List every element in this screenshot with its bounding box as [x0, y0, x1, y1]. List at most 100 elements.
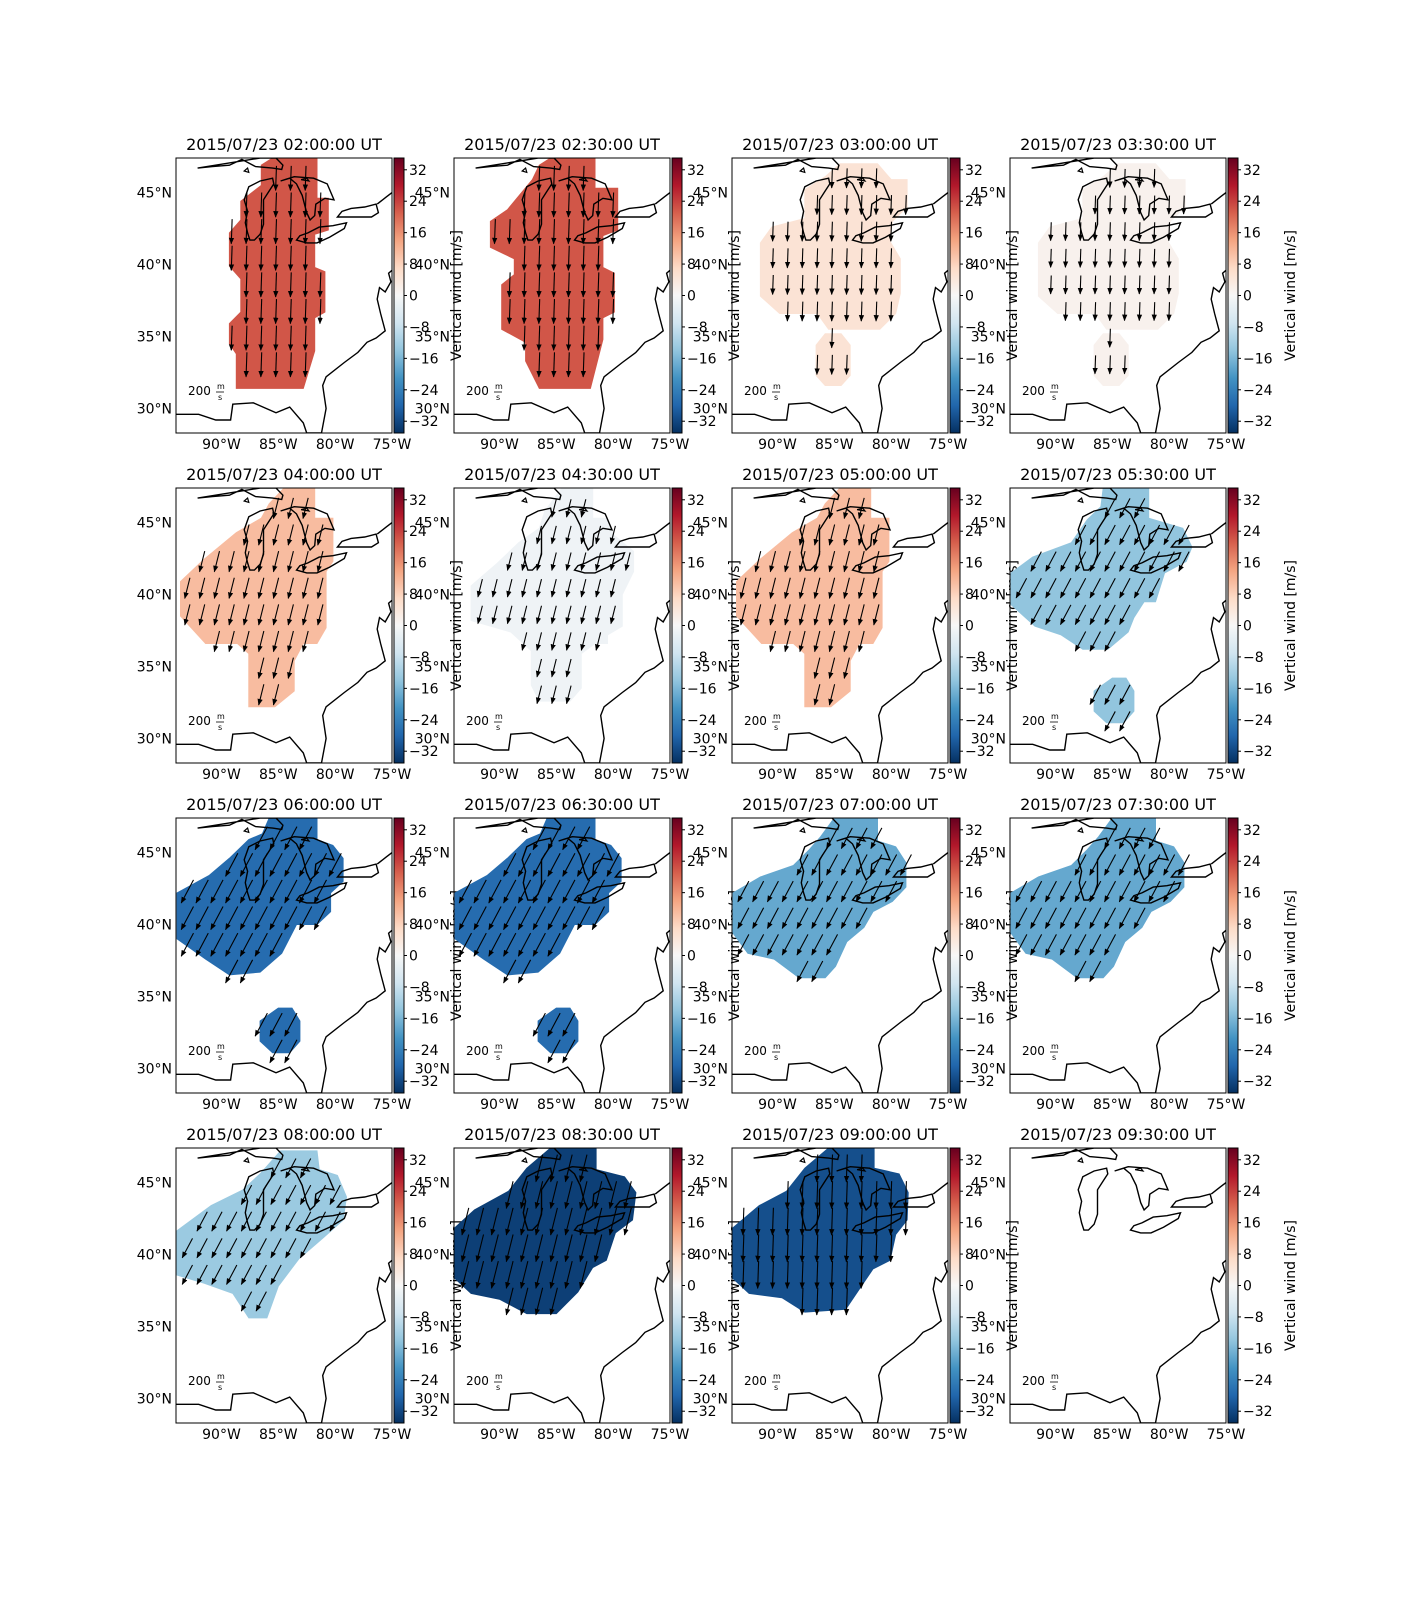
coastline — [732, 599, 948, 763]
wind-arrow — [565, 272, 572, 298]
colorbar-tick-label: 32 — [965, 1153, 983, 1169]
longitude-tick-label: 75°W — [651, 1097, 690, 1113]
wind-arrow — [872, 604, 880, 626]
wind-arrow — [242, 577, 250, 600]
wind-arrow — [1104, 498, 1116, 519]
longitude-tick-label: 90°W — [758, 1097, 797, 1113]
wind-arrow — [258, 219, 264, 245]
latitude-tick-label: 35°N — [693, 330, 728, 346]
wind-arrow — [888, 1207, 894, 1236]
latitude-tick-label: 45°N — [415, 186, 450, 202]
wind-arrow — [1148, 578, 1161, 599]
wind-arrow — [844, 168, 850, 189]
wind-arrow — [829, 221, 835, 242]
colorbar-tick-label: 24 — [1243, 1184, 1261, 1200]
wind-arrow — [521, 552, 528, 572]
colorbar-tick-label: 24 — [1243, 524, 1261, 540]
longitude-tick-label: 75°W — [929, 437, 968, 453]
wind-arrow — [1074, 880, 1087, 903]
wind-arrow — [1151, 222, 1157, 242]
longitude-tick-label: 80°W — [872, 767, 911, 783]
longitude-tick-label: 80°W — [1150, 1427, 1189, 1443]
wind-arrow — [1133, 551, 1146, 572]
wind-arrow — [317, 192, 323, 218]
wind-arrow — [609, 605, 616, 625]
wind-arrow — [579, 1181, 588, 1209]
colorbar-tick-label: 32 — [1243, 493, 1261, 509]
wind-arrow — [565, 325, 572, 351]
wind-field-region — [176, 818, 344, 976]
colorbar-tick-label: 0 — [965, 1279, 974, 1295]
wind-arrow — [240, 1291, 253, 1312]
lake-outline — [613, 863, 658, 878]
wind-arrow — [1092, 222, 1098, 242]
wind-arrow — [829, 301, 835, 322]
wind-arrow — [799, 274, 805, 296]
wind-arrow — [258, 352, 264, 378]
wind-arrow — [843, 524, 850, 546]
wind-arrow — [298, 853, 313, 877]
wind-arrow — [755, 1234, 761, 1263]
colorbar-tick-label: −16 — [1243, 1341, 1273, 1357]
lake-outline — [1129, 881, 1182, 904]
lake-outline — [836, 835, 892, 882]
wind-field-region — [1093, 333, 1129, 386]
wind-arrow — [536, 245, 542, 272]
wind-arrow — [488, 879, 502, 904]
wind-arrow — [1136, 195, 1143, 215]
colorbar-tick-label: −8 — [965, 980, 986, 996]
wind-arrow — [243, 272, 249, 298]
wind-arrow — [766, 880, 779, 903]
longitude-tick-label: 75°W — [373, 767, 412, 783]
longitude-tick-label: 90°W — [480, 1427, 519, 1443]
map-panel: 2015/07/23 07:00:00 UT 200 ms 90°W 85°W 80°W 7… — [693, 795, 1021, 1113]
wind-arrow — [285, 1184, 297, 1206]
wind-arrow — [225, 906, 239, 931]
wind-arrow — [547, 826, 561, 851]
latitude-tick-label: 35°N — [137, 1320, 172, 1336]
latitude-tick-label: 35°N — [137, 660, 172, 676]
latitude-tick-label: 40°N — [693, 918, 728, 934]
wind-arrow — [870, 827, 883, 850]
wind-arrow — [302, 245, 309, 272]
wind-arrow — [287, 604, 294, 626]
longitude-tick-label: 90°W — [480, 767, 519, 783]
wind-arrow — [273, 245, 279, 272]
longitude-tick-label: 85°W — [1093, 437, 1132, 453]
wind-arrow — [458, 879, 472, 904]
axes-frame — [731, 487, 949, 764]
wind-arrow — [769, 604, 777, 626]
wind-arrow — [595, 299, 601, 325]
wind-arrow — [299, 1184, 312, 1206]
wind-arrow — [547, 879, 561, 904]
colorbar-tick-label: −24 — [409, 1043, 439, 1059]
latitude-tick-label: 45°N — [693, 1176, 728, 1192]
wind-arrow — [828, 684, 836, 706]
wind-arrow — [257, 684, 265, 706]
wind-arrow — [532, 879, 546, 904]
wind-arrow — [270, 1158, 282, 1179]
island-outline — [242, 497, 250, 504]
colorbar-tick-label: −8 — [1243, 650, 1264, 666]
wind-arrow — [287, 524, 294, 546]
latitude-tick-label: 45°N — [137, 516, 172, 532]
longitude-tick-label: 75°W — [1207, 1427, 1246, 1443]
wind-arrow — [490, 1261, 499, 1289]
wind-arrow — [1015, 578, 1028, 599]
wind-arrow — [873, 1234, 879, 1263]
wind-arrow — [551, 325, 557, 351]
colorbar-tick-label: 8 — [687, 917, 696, 933]
wind-arrow — [840, 854, 853, 876]
wind-arrow — [1089, 934, 1102, 956]
axes-frame — [731, 1147, 949, 1424]
wind-arrow — [535, 632, 543, 651]
wind-arrow — [317, 272, 323, 298]
wind-arrow — [287, 550, 294, 573]
wind-arrow — [460, 1261, 470, 1289]
panel-title: 2015/07/23 07:00:00 UT — [742, 795, 938, 814]
wind-arrow — [606, 853, 620, 877]
wind-arrow — [829, 1287, 835, 1316]
coastline — [732, 1259, 948, 1423]
wind-arrow — [273, 299, 279, 325]
wind-arrow — [855, 854, 868, 876]
